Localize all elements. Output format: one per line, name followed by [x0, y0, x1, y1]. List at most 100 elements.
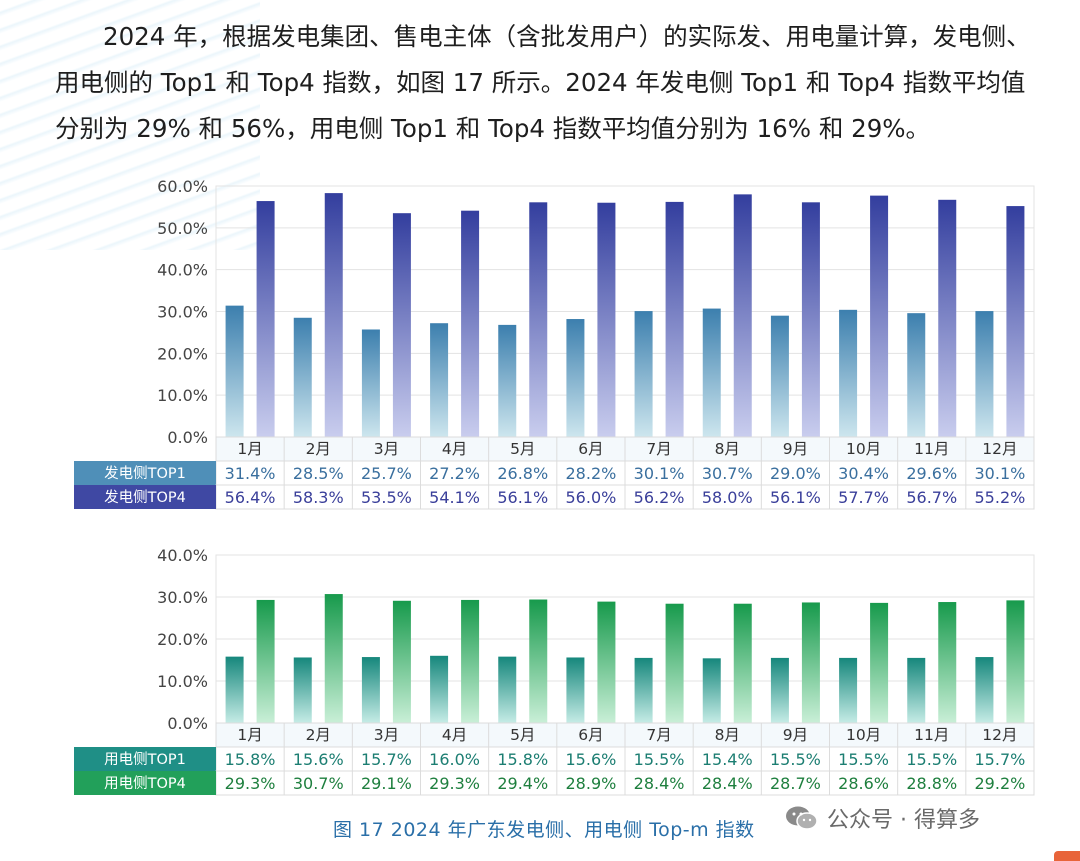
x-tick-label: 8月 — [715, 726, 740, 744]
data-label: 15.5% — [770, 750, 821, 769]
bar-top1 — [225, 305, 244, 437]
corner-tab — [1054, 851, 1080, 861]
y-tick-label: 0.0% — [167, 428, 208, 447]
y-tick-label: 30.0% — [157, 303, 208, 322]
data-label: 25.7% — [361, 464, 412, 483]
legend-cell — [74, 747, 216, 771]
bar-top1 — [907, 313, 926, 437]
paragraph-line-2: 用电侧的 Top1 和 Top4 指数，如图 17 所示。2024 年发电侧 T… — [55, 68, 1026, 97]
y-tick-label: 10.0% — [157, 672, 208, 691]
data-label: 15.6% — [293, 750, 344, 769]
figure-caption: 图 17 2024 年广东发电侧、用电侧 Top-m 指数 — [333, 819, 755, 841]
data-label: 26.8% — [497, 464, 548, 483]
x-tick-label: 11月 — [914, 440, 949, 458]
data-label: 56.1% — [497, 488, 548, 507]
data-label: 16.0% — [429, 750, 480, 769]
data-label: 28.2% — [566, 464, 617, 483]
consumption-side-chart: 0.0% 10.0% 20.0% 30.0% 40.0% 1月 2月 3月 4月 5月 6月 7月 8月… — [74, 546, 1035, 796]
bar-top1 — [907, 657, 926, 723]
x-tick-label: 9月 — [783, 440, 808, 458]
data-label: 56.0% — [566, 488, 617, 507]
data-label: 56.4% — [225, 488, 276, 507]
bar-top4 — [801, 602, 820, 723]
x-tick-label: 10月 — [846, 726, 881, 744]
background-decoration — [0, 0, 260, 250]
bar-top4 — [392, 600, 411, 723]
y-tick-label: 10.0% — [157, 386, 208, 405]
x-tick-label: 2月 — [306, 440, 331, 458]
y-tick-label: 20.0% — [157, 344, 208, 363]
legend-cell — [74, 771, 216, 795]
legend-cell — [74, 485, 216, 509]
data-label: 58.3% — [293, 488, 344, 507]
x-tick-label: 3月 — [374, 726, 399, 744]
data-label: 29.0% — [770, 464, 821, 483]
data-label: 15.7% — [975, 750, 1026, 769]
bar-top4 — [1006, 206, 1025, 437]
bar-top4 — [665, 201, 684, 437]
bar-top1 — [702, 658, 721, 723]
bar-top1 — [566, 319, 585, 437]
bar-top1 — [839, 657, 858, 723]
x-tick-label: 5月 — [510, 440, 535, 458]
data-label: 29.3% — [429, 774, 480, 793]
data-label: 30.7% — [293, 774, 344, 793]
data-label: 28.9% — [566, 774, 617, 793]
bar-top1 — [770, 315, 789, 437]
x-tick-label: 1月 — [237, 726, 262, 744]
legend-cell — [74, 461, 216, 485]
bar-top4 — [938, 602, 957, 723]
data-label: 30.7% — [702, 464, 753, 483]
data-label: 29.3% — [225, 774, 276, 793]
legend-label: 用电侧TOP1 — [104, 751, 186, 768]
data-label: 31.4% — [225, 464, 276, 483]
bar-top1 — [498, 324, 517, 437]
bar-top1 — [975, 657, 994, 723]
x-tick-label: 4月 — [442, 726, 467, 744]
bar-top1 — [498, 656, 517, 723]
bar-top1 — [634, 657, 653, 723]
data-label: 57.7% — [838, 488, 889, 507]
x-tick-label: 2月 — [306, 726, 331, 744]
x-tick-label: 7月 — [646, 726, 671, 744]
data-label: 15.7% — [361, 750, 412, 769]
data-label: 53.5% — [361, 488, 412, 507]
watermark: 公众号 · 得算多 — [785, 802, 980, 834]
bar-top1 — [770, 657, 789, 723]
data-label: 55.2% — [975, 488, 1026, 507]
x-tick-label: 12月 — [982, 726, 1017, 744]
x-tick-label: 6月 — [578, 726, 603, 744]
bar-top4 — [665, 603, 684, 723]
x-tick-label: 10月 — [846, 440, 881, 458]
bar-top4 — [256, 201, 275, 437]
bar-top4 — [461, 210, 480, 437]
data-label: 15.5% — [906, 750, 957, 769]
x-tick-label: 1月 — [237, 440, 262, 458]
y-tick-label: 20.0% — [157, 630, 208, 649]
data-label: 15.5% — [634, 750, 685, 769]
bar-top4 — [1006, 600, 1025, 723]
bar-top1 — [430, 323, 449, 437]
bar-top1 — [361, 657, 380, 723]
data-label: 28.6% — [838, 774, 889, 793]
data-label: 27.2% — [429, 464, 480, 483]
y-tick-label: 0.0% — [167, 714, 208, 733]
bar-top1 — [293, 657, 312, 723]
paragraph-line-1: 2024 年，根据发电集团、售电主体（含批发用户）的实际发、用电量计算，发电侧、 — [103, 22, 1031, 51]
data-label: 29.4% — [497, 774, 548, 793]
bar-top1 — [634, 311, 653, 437]
x-tick-label: 8月 — [715, 440, 740, 458]
data-label: 56.1% — [770, 488, 821, 507]
bar-top4 — [870, 195, 889, 437]
bar-top4 — [733, 603, 752, 723]
x-tick-label: 9月 — [783, 726, 808, 744]
bar-top4 — [938, 199, 957, 437]
data-label: 15.6% — [566, 750, 617, 769]
legend-label: 发电侧TOP1 — [104, 465, 186, 482]
generation-side-chart: 0.0% 10.0% 20.0% 30.0% 40.0% 50.0% 60.0% 1月 2月 3月… — [74, 177, 1035, 510]
data-label: 56.7% — [906, 488, 957, 507]
bar-top4 — [597, 601, 616, 723]
bar-top1 — [361, 329, 380, 437]
y-tick-label: 40.0% — [157, 546, 208, 565]
bar-top1 — [839, 309, 858, 437]
